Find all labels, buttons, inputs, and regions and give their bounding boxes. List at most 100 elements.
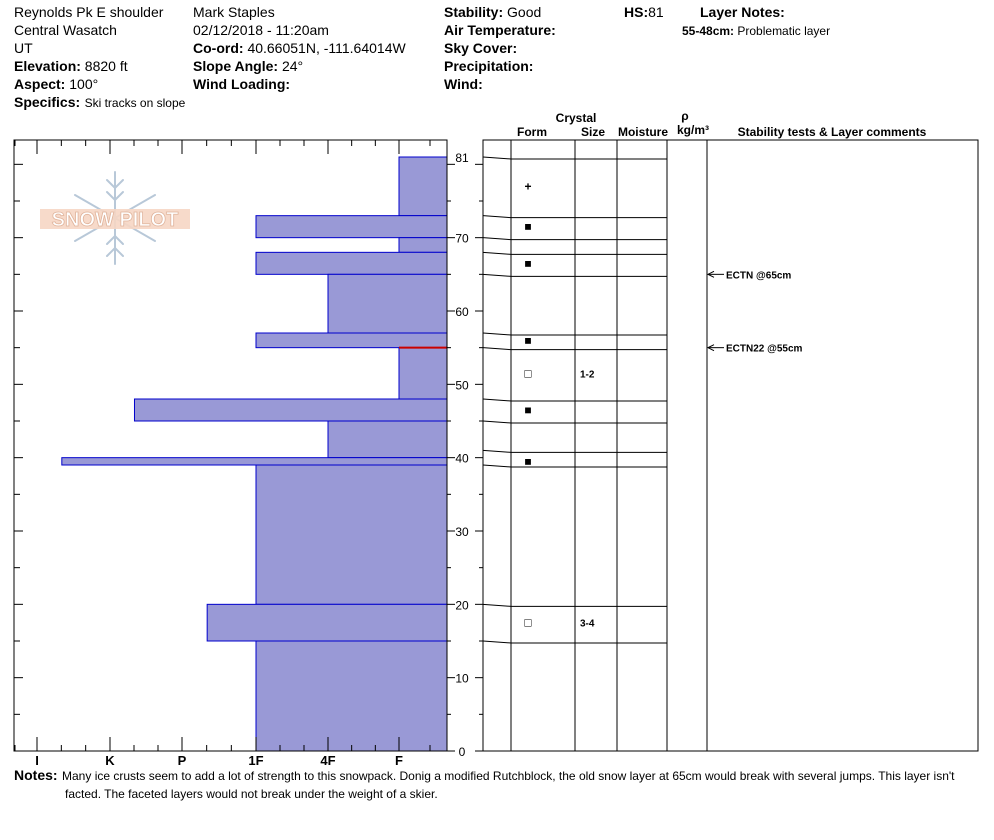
stability-tests: ECTN @65cm ECTN22 @55cm [706, 270, 803, 355]
hardness-bar [327, 420, 448, 459]
hardness-bar [327, 273, 448, 334]
layer-boundary-line [482, 273, 667, 277]
depth-label: 30 [455, 525, 469, 539]
aspect-row: Aspect: 100° [14, 76, 98, 92]
precipitation-label: Precipitation: [444, 58, 534, 74]
depth-label: 40 [455, 452, 469, 466]
wind-loading-label: Wind Loading: [193, 76, 291, 92]
layer-notes-label: Layer Notes: [700, 4, 785, 20]
hardness-bar [255, 640, 448, 752]
hs-value: 81 [648, 4, 664, 20]
crystal-size: 1-2 [580, 369, 595, 380]
hardness-bar [255, 332, 448, 349]
hardness-bar [398, 347, 448, 400]
depth-label: 0 [459, 745, 466, 759]
notes-line-2: facted. The faceted layers would not bre… [65, 787, 438, 801]
specifics-value: Ski tracks on slope [84, 96, 186, 110]
crystal-forms: + ■ ■ ■ □ 1-2 ■ ■ □ 3-4 [524, 179, 595, 629]
layer-boundaries [482, 156, 667, 644]
form-header: Form [517, 125, 547, 139]
stability-test-label: ECTN @65cm [726, 270, 791, 281]
hardness-bar [255, 215, 448, 239]
slope-value: 24° [281, 58, 304, 74]
sky-cover-label: Sky Cover: [444, 40, 518, 56]
moisture-header: Moisture [618, 125, 668, 139]
crystal-form-symbol: ■ [524, 220, 531, 234]
aspect-label: Aspect: [14, 76, 66, 92]
elevation-value: 8820 ft [84, 58, 128, 74]
hardness-bar [133, 398, 448, 422]
hardness-label: 1F [248, 753, 263, 768]
notes-row: Notes: Many ice crusts seem to add a lot… [14, 767, 955, 785]
crystal-size: 3-4 [580, 619, 595, 630]
hardness-frame [13, 139, 448, 752]
layer-boundary-line [482, 449, 667, 453]
layer-boundary-line [482, 420, 667, 424]
layer-boundary-line [482, 398, 667, 402]
depth-ticks-column [447, 163, 483, 752]
hardness-bar [398, 156, 448, 217]
coord-label: Co-ord: [193, 40, 244, 56]
elevation-row: Elevation: 8820 ft [14, 58, 128, 74]
crystal-form-symbol: □ [524, 616, 531, 630]
layer-boundary-line [482, 237, 667, 241]
hardness-bar [61, 457, 448, 466]
crystal-form-symbol: ■ [524, 403, 531, 417]
crystal-form-symbol: + [524, 179, 531, 193]
layer-boundary-line [482, 215, 667, 219]
layer-boundary-line [482, 332, 667, 336]
stability-test-arrowhead [706, 270, 715, 278]
observer: Mark Staples [193, 4, 275, 20]
crystal-header: Crystal [556, 111, 597, 125]
layer-note-depth: 55-48cm: [682, 24, 735, 38]
depth-label: 81 [455, 151, 469, 165]
stability-label: Stability: [444, 4, 504, 20]
depth-label: 70 [455, 232, 469, 246]
depth-label: 60 [455, 305, 469, 319]
air-temperature-label: Air Temperature: [444, 22, 556, 38]
stability-row: Stability: Good [444, 4, 541, 20]
observation-datetime: 02/12/2018 - 11:20am [193, 22, 329, 38]
hs-row: HS:81 [624, 4, 664, 20]
crystal-form-symbol: □ [524, 366, 531, 380]
depth-label: 10 [455, 672, 469, 686]
hardness-axis-labels: I K P 1F 4F F [35, 753, 403, 768]
coord-row: Co-ord: 40.66051N, -111.64014W [193, 40, 406, 56]
hs-label: HS: [624, 4, 649, 20]
elevation-label: Elevation: [14, 58, 81, 74]
hardness-label: F [395, 753, 403, 768]
hardness-label: 4F [320, 753, 335, 768]
crystal-form-symbol: ■ [524, 333, 531, 347]
hardness-label: P [178, 753, 187, 768]
depth-label: 20 [455, 598, 469, 612]
layer-table-frame [482, 139, 979, 752]
hardness-label: K [105, 753, 115, 768]
layer-boundary-line [482, 347, 667, 351]
aspect-value: 100° [69, 76, 99, 92]
hardness-bar [255, 464, 448, 605]
density-unit-header: kg/m³ [677, 123, 709, 137]
coord-value: 40.66051N, -111.64014W [247, 40, 406, 56]
hardness-bar [255, 251, 448, 275]
location-name: Reynolds Pk E shoulder [14, 4, 164, 20]
hardness-label: I [35, 753, 39, 768]
specifics-label: Specifics: [14, 94, 81, 110]
layer-boundary-line [482, 640, 667, 644]
crystal-form-symbol: ■ [524, 454, 531, 468]
layer-note-row: 55-48cm: Problematic layer [682, 24, 830, 38]
depth-label: 50 [455, 378, 469, 392]
hardness-bar [206, 603, 448, 642]
layer-boundary-line [482, 251, 667, 255]
notes-label: Notes: [14, 767, 58, 783]
state: UT [14, 40, 33, 56]
stability-value: Good [507, 4, 542, 20]
layer-note-text: Problematic layer [737, 24, 831, 38]
stability-header: Stability tests & Layer comments [738, 125, 927, 139]
logo-text: SNOW PILOT [52, 209, 179, 231]
layer-boundary-line [482, 603, 667, 607]
rho-header: ρ [681, 109, 688, 123]
layer-boundary-line [482, 464, 667, 468]
snowpilot-logo: SNOW PILOT [40, 171, 190, 265]
wind-label: Wind: [444, 76, 483, 92]
layer-boundary-line [482, 156, 667, 160]
